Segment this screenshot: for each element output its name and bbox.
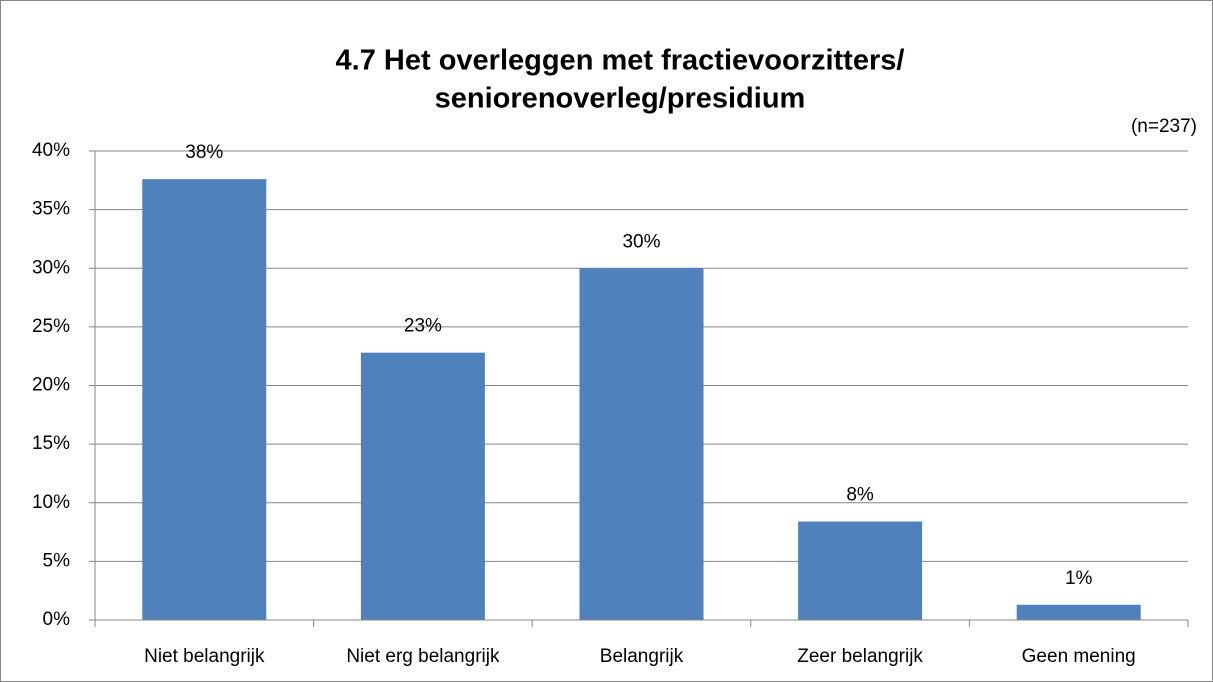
bar	[360, 352, 485, 620]
chart-title: seniorenoverleg/presidium	[435, 83, 806, 115]
data-label: 38%	[185, 142, 223, 163]
y-tick-label: 25%	[32, 316, 70, 337]
annotation: (n=237)	[1131, 116, 1197, 137]
y-tick-label: 40%	[32, 140, 70, 161]
x-tick-label: Niet belangrijk	[144, 646, 265, 667]
y-tick-label: 10%	[32, 492, 70, 513]
data-label: 1%	[1065, 568, 1093, 589]
chart-title: 4.7 Het overleggen met fractievoorzitter…	[336, 45, 905, 77]
data-label: 30%	[622, 231, 660, 252]
x-tick-label: Niet erg belangrijk	[346, 646, 500, 667]
x-tick-label: Geen mening	[1022, 646, 1136, 667]
y-tick-label: 5%	[43, 550, 71, 571]
bar	[798, 521, 923, 620]
bar	[142, 179, 267, 620]
y-tick-label: 20%	[32, 375, 70, 396]
y-tick-label: 15%	[32, 433, 70, 454]
y-tick-label: 0%	[43, 609, 71, 630]
bar	[1016, 604, 1141, 620]
y-tick-label: 35%	[32, 199, 70, 220]
x-tick-label: Belangrijk	[600, 646, 684, 667]
bar	[579, 268, 704, 620]
y-tick-label: 30%	[32, 257, 70, 278]
data-label: 23%	[404, 316, 442, 337]
x-tick-label: Zeer belangrijk	[797, 646, 923, 667]
data-label: 8%	[846, 485, 874, 506]
